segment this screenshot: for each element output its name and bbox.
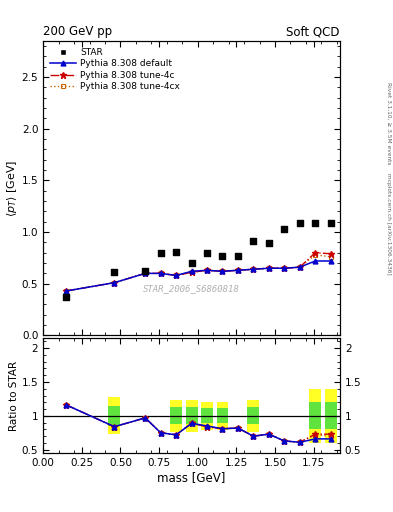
Bar bbox=[108, 406, 120, 426]
Pythia 8.308 tune-4cx bbox=[282, 265, 286, 271]
Bar bbox=[217, 401, 228, 430]
Pythia 8.308 tune-4c bbox=[205, 267, 209, 273]
Pythia 8.308 tune-4cx bbox=[266, 265, 271, 271]
Pythia 8.308 tune-4c bbox=[282, 265, 286, 271]
Bar bbox=[325, 402, 337, 430]
Bar bbox=[185, 399, 198, 432]
Pythia 8.308 tune-4c bbox=[143, 270, 148, 276]
STAR bbox=[266, 239, 272, 247]
Pythia 8.308 tune-4c bbox=[112, 280, 117, 286]
Pythia 8.308 default bbox=[282, 265, 286, 271]
Pythia 8.308 tune-4cx bbox=[220, 268, 225, 274]
Pythia 8.308 tune-4cx bbox=[235, 267, 240, 273]
Pythia 8.308 default bbox=[298, 264, 302, 270]
STAR bbox=[111, 268, 118, 276]
Bar bbox=[185, 408, 198, 424]
Pythia 8.308 tune-4cx bbox=[251, 266, 256, 272]
STAR bbox=[158, 249, 164, 257]
Bar bbox=[170, 408, 182, 424]
Pythia 8.308 tune-4c bbox=[266, 265, 271, 271]
Bar bbox=[201, 401, 213, 430]
Pythia 8.308 default bbox=[313, 258, 318, 264]
Pythia 8.308 default bbox=[64, 288, 69, 294]
STAR bbox=[142, 267, 149, 275]
Bar bbox=[248, 408, 259, 424]
Pythia 8.308 tune-4c bbox=[328, 251, 333, 257]
Y-axis label: $\langle p_T \rangle$ [GeV]: $\langle p_T \rangle$ [GeV] bbox=[5, 160, 19, 217]
Pythia 8.308 default bbox=[205, 267, 209, 273]
Pythia 8.308 default bbox=[112, 280, 117, 286]
STAR bbox=[327, 219, 334, 227]
STAR bbox=[173, 248, 179, 256]
Pythia 8.308 default bbox=[266, 265, 271, 271]
Pythia 8.308 tune-4cx bbox=[143, 270, 148, 276]
Pythia 8.308 default bbox=[189, 268, 194, 274]
STAR bbox=[235, 252, 241, 260]
STAR bbox=[297, 219, 303, 227]
Pythia 8.308 tune-4cx bbox=[328, 254, 333, 260]
Pythia 8.308 tune-4c bbox=[189, 269, 194, 275]
Pythia 8.308 tune-4cx bbox=[174, 272, 178, 279]
Text: 200 GeV pp: 200 GeV pp bbox=[43, 26, 112, 38]
Text: STAR_2006_S6860818: STAR_2006_S6860818 bbox=[143, 284, 240, 293]
Bar bbox=[309, 402, 321, 430]
STAR bbox=[204, 249, 210, 257]
Pythia 8.308 default bbox=[328, 258, 333, 264]
Text: Soft QCD: Soft QCD bbox=[286, 26, 340, 38]
Line: Pythia 8.308 default: Pythia 8.308 default bbox=[64, 259, 333, 293]
Bar bbox=[217, 409, 228, 423]
Line: Pythia 8.308 tune-4c: Pythia 8.308 tune-4c bbox=[63, 249, 334, 294]
Pythia 8.308 default bbox=[158, 270, 163, 276]
Pythia 8.308 tune-4c bbox=[313, 250, 318, 256]
STAR bbox=[189, 259, 195, 267]
Pythia 8.308 tune-4c bbox=[174, 272, 178, 279]
Bar bbox=[325, 389, 337, 443]
Pythia 8.308 tune-4cx bbox=[298, 264, 302, 270]
Pythia 8.308 tune-4cx bbox=[313, 252, 318, 258]
Bar bbox=[248, 399, 259, 432]
Pythia 8.308 tune-4c bbox=[64, 288, 69, 294]
Bar bbox=[170, 399, 182, 432]
Text: mcplots.cern.ch [arXiv:1306.3436]: mcplots.cern.ch [arXiv:1306.3436] bbox=[386, 173, 391, 274]
Pythia 8.308 tune-4c bbox=[235, 267, 240, 273]
Y-axis label: Ratio to STAR: Ratio to STAR bbox=[9, 360, 19, 431]
Pythia 8.308 tune-4c bbox=[158, 270, 163, 276]
Pythia 8.308 tune-4c bbox=[220, 268, 225, 274]
STAR bbox=[63, 293, 70, 301]
STAR bbox=[281, 225, 287, 233]
Pythia 8.308 tune-4c bbox=[251, 266, 256, 272]
Bar bbox=[309, 389, 321, 443]
Pythia 8.308 tune-4cx bbox=[158, 270, 163, 276]
Pythia 8.308 tune-4cx bbox=[205, 267, 209, 273]
Bar bbox=[108, 397, 120, 435]
Line: Pythia 8.308 tune-4cx: Pythia 8.308 tune-4cx bbox=[64, 252, 333, 293]
Legend: STAR, Pythia 8.308 default, Pythia 8.308 tune-4c, Pythia 8.308 tune-4cx: STAR, Pythia 8.308 default, Pythia 8.308… bbox=[48, 46, 183, 94]
Text: Rivet 3.1.10, ≥ 3.5M events: Rivet 3.1.10, ≥ 3.5M events bbox=[386, 82, 391, 165]
Pythia 8.308 default bbox=[251, 266, 256, 272]
Pythia 8.308 default bbox=[143, 270, 148, 276]
Pythia 8.308 tune-4c bbox=[298, 264, 302, 270]
Bar bbox=[201, 409, 213, 423]
Pythia 8.308 default bbox=[220, 268, 225, 274]
Pythia 8.308 tune-4cx bbox=[189, 269, 194, 275]
Pythia 8.308 tune-4cx bbox=[64, 288, 69, 294]
X-axis label: mass [GeV]: mass [GeV] bbox=[158, 471, 226, 484]
Pythia 8.308 tune-4cx bbox=[112, 280, 117, 286]
STAR bbox=[312, 219, 318, 227]
Pythia 8.308 default bbox=[174, 272, 178, 279]
STAR bbox=[219, 252, 226, 260]
Pythia 8.308 default bbox=[235, 267, 240, 273]
STAR bbox=[250, 237, 257, 245]
